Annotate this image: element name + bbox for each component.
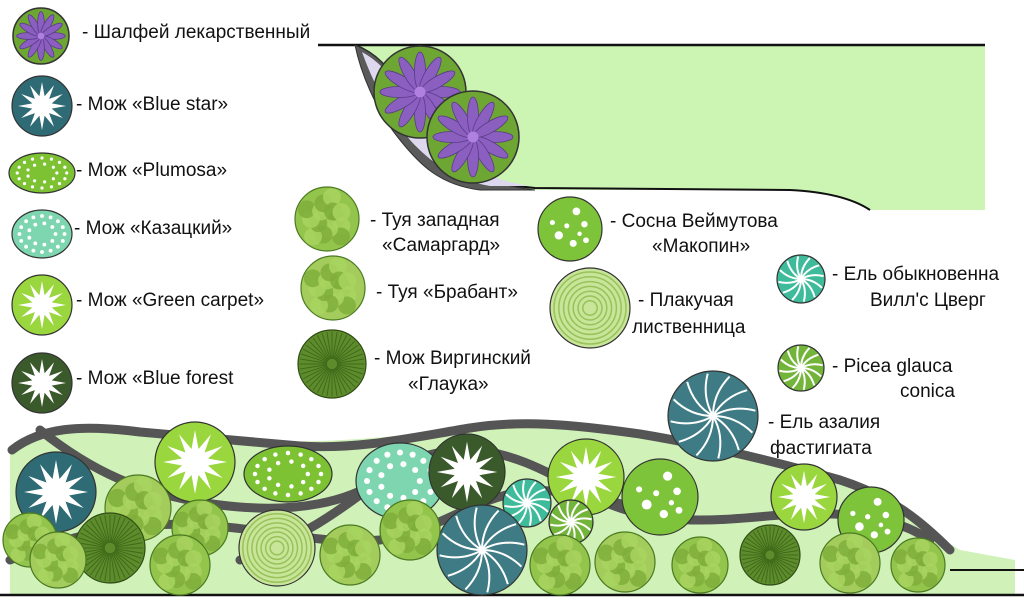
- green-carpet-juniper-icon: [11, 274, 73, 336]
- picea-glauca-icon: [777, 344, 825, 392]
- legend-blue-forest-label: - Мож «Blue forest: [76, 368, 234, 389]
- virginia-juniper-icon: [297, 329, 367, 399]
- legend-spruce-azalea-label-1: - Ель азалия: [768, 412, 881, 433]
- legend-virginsky-label-1: - Мож Виргинский: [374, 348, 531, 369]
- thuja-smaragd: [379, 499, 441, 561]
- upper-lawn: [355, 45, 985, 210]
- spruce-azalea-icon: [667, 370, 759, 462]
- legend-spruce-will-label-1: - Ель обыкновенна: [832, 264, 1000, 285]
- legend-picea-label-2: conica: [900, 381, 955, 402]
- legend-thuja-brabant-label: - Туя «Брабант»: [376, 282, 518, 303]
- thuja-brabant: [29, 531, 87, 589]
- legend-thuja-smaragd-label-1: - Туя западная: [370, 210, 500, 231]
- legend-picea-label-1: - Picea glauca: [832, 356, 953, 377]
- legend-spruce-azalea-label-2: фастигиата: [770, 438, 872, 459]
- legend-blue-star-label: - Мож «Blue star»: [76, 94, 229, 115]
- spruce-will: [502, 478, 552, 528]
- thuja-smaragd: [529, 534, 591, 596]
- weymouth-pine: [621, 458, 699, 536]
- thuja-smaragd-icon: [294, 186, 360, 252]
- legend-spruce-will-label-2: Вилл'с Цверг: [870, 290, 986, 311]
- legend-salvia-label: - Шалфей лекарственный: [82, 22, 311, 43]
- salvia-icon: [12, 7, 70, 65]
- legend-larch-label-2: лиственница: [632, 317, 746, 338]
- picea-glauca: [548, 499, 594, 545]
- weymouth-pine-icon: [537, 196, 603, 262]
- legend-virginsky-label-2: «Глаука»: [408, 374, 489, 395]
- legend-green-carpet-label: - Мож «Green carpet»: [76, 290, 265, 311]
- kazatsky-juniper-icon: [11, 209, 73, 259]
- virginia-juniper: [739, 524, 801, 586]
- weeping-larch-icon: [549, 267, 631, 349]
- blue-star-juniper-icon: [11, 75, 73, 137]
- green-carpet-juniper: [770, 463, 838, 531]
- spruce-will-icon: [776, 254, 826, 304]
- blue-forest-juniper: [428, 433, 506, 511]
- plumosa-juniper-icon: [8, 152, 76, 194]
- thuja-brabant: [319, 524, 381, 586]
- virginia-juniper: [74, 512, 146, 584]
- thuja-brabant: [594, 531, 656, 593]
- spruce-azalea: [436, 504, 528, 596]
- salvia-icon: [426, 90, 520, 184]
- legend-plumosa-label: - Мож «Plumosa»: [76, 160, 228, 181]
- weeping-larch: [238, 509, 316, 587]
- plumosa-juniper: [243, 445, 333, 503]
- thuja-brabant-icon: [300, 255, 366, 321]
- thuja-smaragd: [890, 537, 946, 593]
- thuja-smaragd: [671, 536, 729, 594]
- thuja-brabant: [819, 532, 881, 594]
- green-carpet-juniper: [154, 421, 236, 503]
- legend-kazatsky-label: - Мож «Казацкий»: [74, 218, 233, 239]
- thuja-brabant: [104, 474, 172, 542]
- legend-pine-label-1: - Сосна Веймутова: [610, 211, 778, 232]
- legend-thuja-smaragd-label-2: «Самаргард»: [382, 235, 501, 256]
- blue-forest-juniper-icon: [11, 352, 73, 414]
- legend-larch-label-1: - Плакучая: [638, 290, 734, 311]
- legend-pine-label-2: «Макопин»: [652, 236, 751, 257]
- thuja-smaragd: [149, 534, 211, 596]
